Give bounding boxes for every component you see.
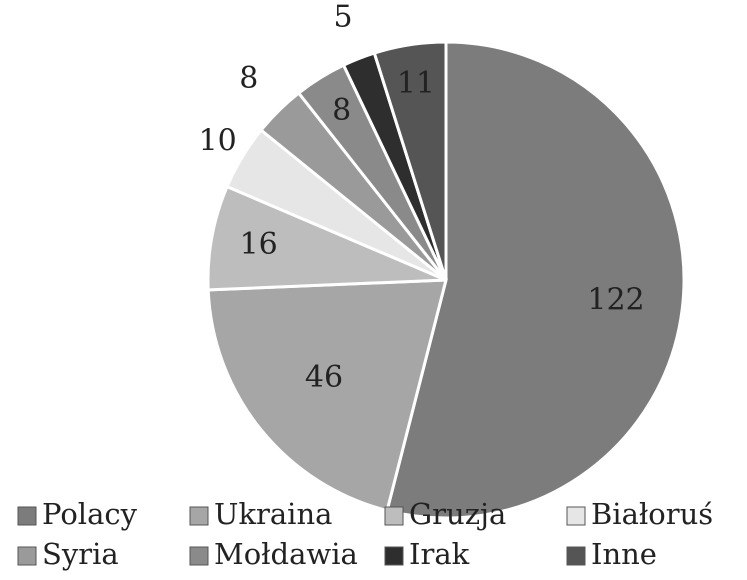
legend-label: Inne <box>591 537 657 571</box>
legend-label: Syria <box>42 537 119 571</box>
pie-slice <box>206 184 447 292</box>
data-label: 16 <box>240 227 278 262</box>
data-label: 11 <box>397 66 435 101</box>
data-label: 8 <box>332 93 351 128</box>
data-label: 8 <box>239 61 258 96</box>
legend-swatch <box>189 506 209 526</box>
data-label: 46 <box>305 360 343 395</box>
legend-swatch <box>189 546 209 566</box>
legend-swatch <box>384 546 404 566</box>
legend-label: Polacy <box>42 497 138 531</box>
legend-label: Białoruś <box>591 497 713 531</box>
legend-swatch <box>566 546 586 566</box>
data-label: 10 <box>199 123 237 158</box>
legend-label: Irak <box>409 537 470 571</box>
pie-slice <box>385 40 686 520</box>
legend-label: Mołdawia <box>214 537 358 571</box>
legend-label: Ukraina <box>214 497 332 531</box>
legend-swatch <box>566 506 586 526</box>
data-label: 5 <box>334 0 353 35</box>
legend-label: Gruzja <box>409 497 506 531</box>
legend-swatch <box>17 546 37 566</box>
legend-swatch <box>17 506 37 526</box>
pie-slice <box>206 278 448 513</box>
data-label: 122 <box>587 282 644 317</box>
legend-swatch <box>384 506 404 526</box>
pie-slice <box>372 40 448 281</box>
